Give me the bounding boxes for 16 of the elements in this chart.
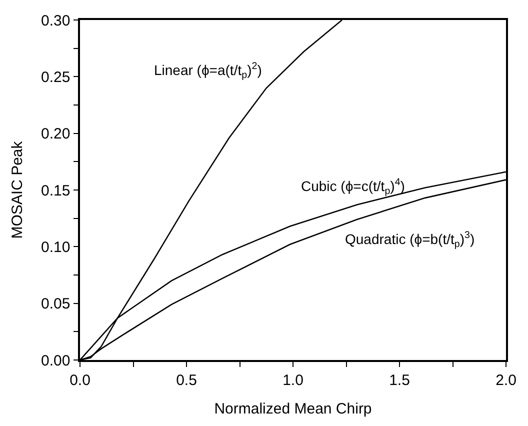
y-tick-label: 0.05 — [41, 296, 70, 313]
x-tick-label: 0.5 — [176, 372, 197, 389]
y-tick-label: 0.25 — [41, 68, 70, 86]
y-tick-label: 0.20 — [41, 126, 70, 143]
y-tick-label: 0.30 — [41, 12, 70, 30]
y-tick-label: 0.10 — [41, 238, 70, 256]
x-tick-label: 2.0 — [496, 372, 516, 389]
x-tick-label: 1.5 — [389, 372, 410, 389]
x-tick-label: 1.0 — [282, 372, 304, 389]
series-label: Quadratic (ϕ=b(t/t$_{p}$)$^{3}$) — [345, 230, 475, 250]
x-tick-label: 0.0 — [70, 372, 90, 389]
series-label: Linear (ϕ=a(t/t$_{p}$)$^{2}$) — [154, 61, 262, 81]
x-axis-title: Normalized Mean Chirp — [214, 400, 372, 418]
y-tick-label: 0.00 — [41, 352, 70, 370]
y-axis-title: MOSAIC Peak — [8, 140, 26, 239]
y-tick-label: 0.15 — [41, 182, 70, 200]
